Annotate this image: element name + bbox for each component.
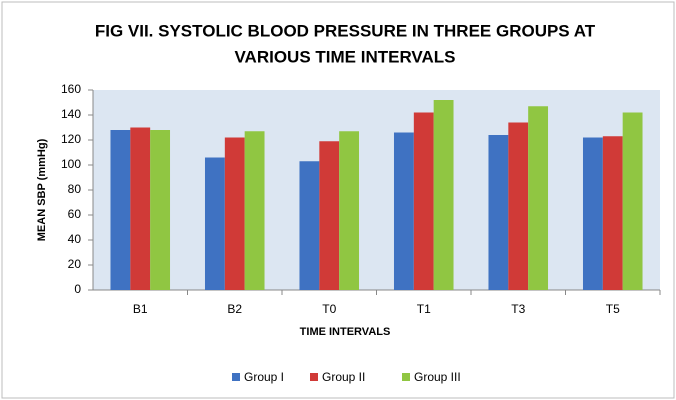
bar: [602, 136, 623, 290]
y-tick-label: 120: [61, 132, 81, 146]
legend-label: Group I: [244, 370, 284, 384]
bar: [110, 130, 131, 290]
x-tick-label: T0: [322, 302, 336, 316]
y-tick-label: 160: [61, 82, 81, 96]
plot-area: [93, 90, 660, 290]
bar: [508, 122, 529, 290]
bar: [204, 157, 225, 290]
bar: [582, 137, 603, 290]
x-tick-label: T5: [606, 302, 620, 316]
x-tick-label: T3: [511, 302, 525, 316]
bar: [150, 130, 171, 290]
bar: [413, 112, 434, 290]
x-tick-label: T1: [417, 302, 431, 316]
bar: [488, 135, 509, 290]
y-tick-label: 140: [61, 107, 81, 121]
y-tick-label: 40: [68, 232, 82, 246]
x-tick-label: B1: [133, 302, 148, 316]
bar: [433, 100, 454, 290]
x-axis-title: TIME INTERVALS: [300, 326, 391, 338]
chart-title: FIG VII. SYSTOLIC BLOOD PRESSURE IN THRE…: [95, 21, 596, 40]
legend-label: Group III: [414, 370, 461, 384]
legend-swatch: [310, 373, 318, 381]
y-tick-label: 80: [68, 182, 82, 196]
x-tick-label: B2: [227, 302, 242, 316]
y-tick-label: 100: [61, 157, 81, 171]
y-tick-label: 0: [74, 282, 81, 296]
bar: [130, 127, 151, 290]
bar: [224, 137, 245, 290]
legend-label: Group II: [322, 370, 365, 384]
bar: [528, 106, 549, 290]
y-tick-label: 60: [68, 207, 82, 221]
legend-swatch: [402, 373, 410, 381]
legend-swatch: [232, 373, 240, 381]
bar: [393, 132, 414, 290]
y-axis-title: MEAN SBP (mmHg): [36, 138, 48, 241]
bar: [244, 131, 265, 290]
y-tick-label: 20: [68, 257, 82, 271]
bar: [299, 161, 320, 290]
bar: [622, 112, 643, 290]
bar: [319, 141, 340, 290]
chart-title: VARIOUS TIME INTERVALS: [234, 47, 455, 66]
bar: [339, 131, 360, 290]
